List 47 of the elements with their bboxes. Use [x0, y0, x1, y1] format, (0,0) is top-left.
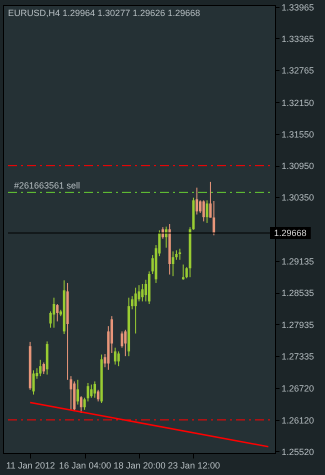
candlestick: [94, 380, 96, 398]
candlestick: [212, 200, 216, 236]
candlestick: [76, 379, 80, 406]
ref-line-label: #261663561 sell: [14, 180, 80, 190]
candlestick: [124, 329, 127, 357]
y-tick-label: 1.28535: [282, 288, 314, 298]
candlestick: [206, 200, 208, 224]
y-tick-label: 1.32150: [282, 98, 314, 108]
candlestick: [42, 362, 45, 375]
candlestick: [209, 181, 212, 218]
candlestick: [198, 200, 202, 214]
candlestick: [196, 187, 198, 216]
y-tick-label: 1.33965: [282, 2, 314, 12]
x-tick-label: 16 Jan 04:00: [59, 460, 112, 470]
candlestick: [32, 370, 35, 396]
y-tick-label: 1.30950: [282, 161, 314, 172]
candlestick: [80, 396, 82, 414]
candlestick: [178, 248, 182, 260]
candlestick: [182, 264, 184, 280]
y-tick-label: 1.27335: [282, 351, 314, 362]
x-tick-label: 23 Jan 12:00: [168, 460, 220, 470]
y-tick-label: 1.26720: [282, 384, 314, 394]
y-tick-label: 1.27935: [282, 320, 314, 330]
y-tick-label: 1.25520: [282, 446, 314, 457]
x-tick-label: 18 Jan 20:00: [113, 460, 166, 470]
y-tick-label: 1.29135: [282, 256, 314, 267]
candlestick: [141, 284, 144, 302]
candlestick: [90, 384, 93, 398]
candlestick: [134, 287, 137, 334]
candlestick: [172, 250, 174, 277]
x-tick-label: 11 Jan 2012: [6, 460, 56, 470]
candlestick: [120, 330, 124, 348]
candlestick: [202, 200, 205, 222]
chart-title: EURUSD,H4 1.29964 1.30277 1.29626 1.29668: [8, 8, 200, 18]
y-tick-label: 1.33365: [282, 34, 314, 44]
y-tick-label: 1.30350: [282, 192, 314, 203]
y-tick-label: 1.26120: [282, 415, 314, 426]
candlestick: [114, 347, 116, 366]
candlestick: [52, 297, 56, 328]
candlestick: [117, 350, 120, 367]
candlestick: [56, 304, 59, 322]
y-tick-label: 1.31550: [282, 129, 314, 140]
candlestick: [96, 389, 100, 402]
y-tick-label: 1.32765: [282, 66, 314, 76]
candlestick: [138, 284, 140, 302]
candlestick: [39, 359, 42, 377]
ref-line-label: 1.29668: [274, 228, 307, 238]
